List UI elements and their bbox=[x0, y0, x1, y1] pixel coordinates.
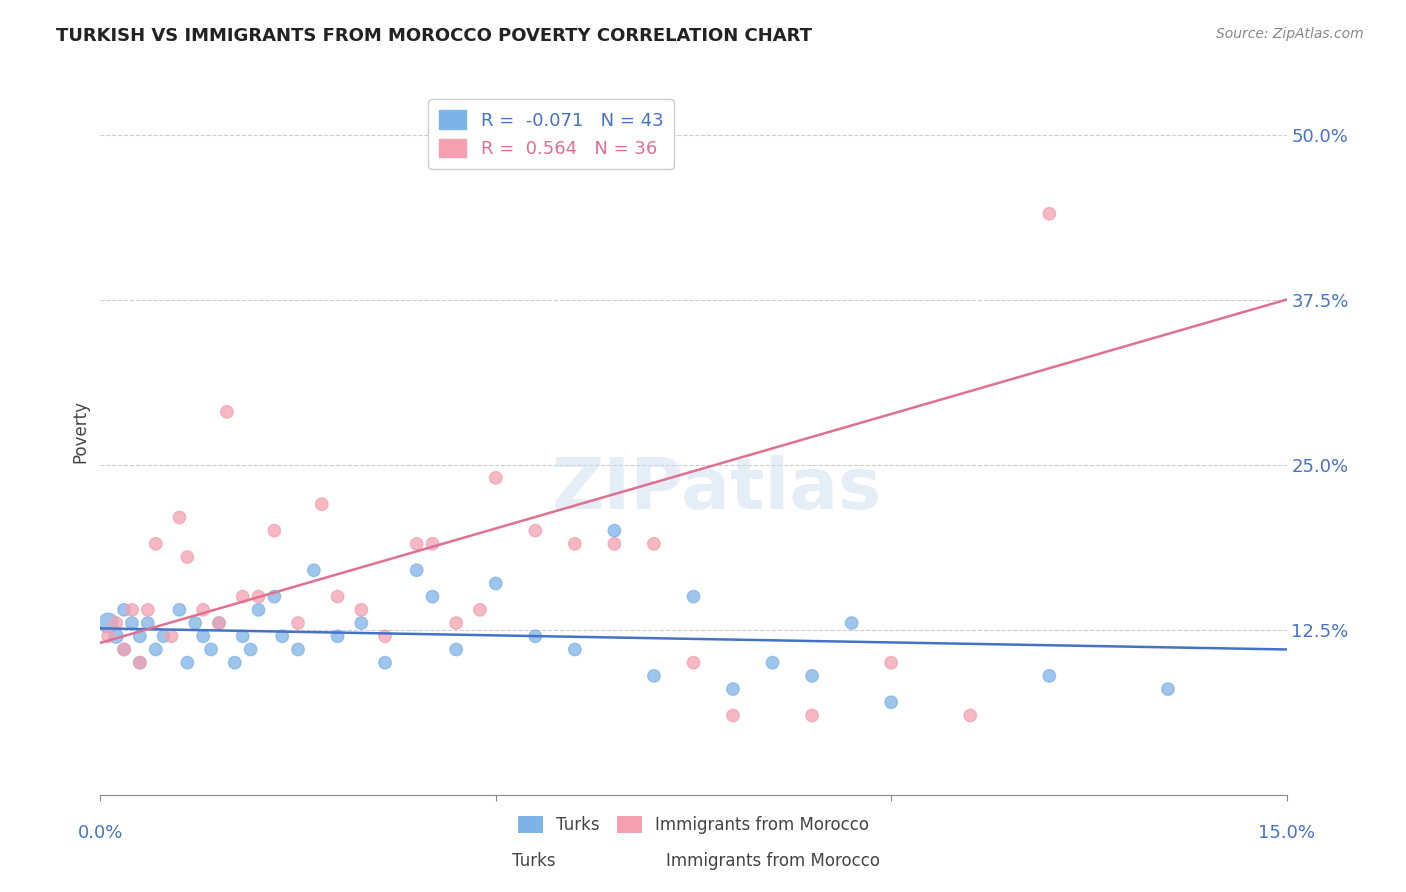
Point bbox=[247, 590, 270, 604]
Y-axis label: Poverty: Poverty bbox=[72, 401, 89, 463]
Point bbox=[247, 603, 270, 617]
Point bbox=[105, 629, 128, 643]
Point bbox=[603, 524, 626, 538]
Point bbox=[128, 656, 150, 670]
Point bbox=[959, 708, 981, 723]
Point bbox=[880, 656, 903, 670]
Point bbox=[287, 616, 309, 631]
Point bbox=[169, 510, 191, 524]
Point bbox=[191, 603, 214, 617]
Point bbox=[271, 629, 294, 643]
Point bbox=[136, 616, 159, 631]
Point bbox=[191, 629, 214, 643]
Point bbox=[761, 656, 783, 670]
Point bbox=[169, 603, 191, 617]
Point bbox=[564, 642, 586, 657]
Text: Immigrants from Morocco: Immigrants from Morocco bbox=[666, 852, 880, 870]
Point bbox=[682, 590, 704, 604]
Text: Turks: Turks bbox=[512, 852, 557, 870]
Point bbox=[176, 656, 198, 670]
Point bbox=[200, 642, 222, 657]
Point bbox=[1157, 682, 1180, 697]
Point bbox=[136, 603, 159, 617]
Point bbox=[643, 537, 665, 551]
Point bbox=[112, 642, 135, 657]
Point bbox=[263, 590, 285, 604]
Point bbox=[121, 616, 143, 631]
Point bbox=[880, 695, 903, 709]
Point bbox=[468, 603, 491, 617]
Point bbox=[682, 656, 704, 670]
Point bbox=[184, 616, 207, 631]
Point bbox=[287, 642, 309, 657]
Point bbox=[152, 629, 174, 643]
Point bbox=[326, 590, 349, 604]
Text: Source: ZipAtlas.com: Source: ZipAtlas.com bbox=[1216, 27, 1364, 41]
Point bbox=[405, 537, 427, 551]
Point bbox=[112, 642, 135, 657]
Point bbox=[350, 616, 373, 631]
Point bbox=[160, 629, 183, 643]
Text: ZIPatlas: ZIPatlas bbox=[553, 455, 882, 524]
Point bbox=[485, 471, 508, 485]
Point bbox=[422, 590, 444, 604]
Point bbox=[643, 669, 665, 683]
Point bbox=[232, 590, 254, 604]
Point bbox=[564, 537, 586, 551]
Point bbox=[1038, 669, 1060, 683]
Text: TURKISH VS IMMIGRANTS FROM MOROCCO POVERTY CORRELATION CHART: TURKISH VS IMMIGRANTS FROM MOROCCO POVER… bbox=[56, 27, 813, 45]
Point bbox=[208, 616, 231, 631]
Point bbox=[801, 708, 824, 723]
Point bbox=[105, 616, 128, 631]
Point bbox=[422, 537, 444, 551]
Point bbox=[841, 616, 863, 631]
Point bbox=[350, 603, 373, 617]
Point bbox=[112, 603, 135, 617]
Point bbox=[215, 405, 238, 419]
Point bbox=[145, 642, 167, 657]
Point bbox=[1038, 207, 1060, 221]
Text: 15.0%: 15.0% bbox=[1258, 823, 1315, 842]
Point bbox=[263, 524, 285, 538]
Point bbox=[326, 629, 349, 643]
Point bbox=[302, 563, 325, 577]
Point bbox=[405, 563, 427, 577]
Point bbox=[232, 629, 254, 643]
Point bbox=[485, 576, 508, 591]
Point bbox=[444, 642, 467, 657]
Point bbox=[97, 629, 120, 643]
Point bbox=[311, 497, 333, 511]
Point bbox=[721, 708, 744, 723]
Point bbox=[801, 669, 824, 683]
Point bbox=[374, 656, 396, 670]
Point bbox=[239, 642, 262, 657]
Point bbox=[145, 537, 167, 551]
Point bbox=[121, 603, 143, 617]
Point bbox=[128, 629, 150, 643]
Legend: Turks, Immigrants from Morocco: Turks, Immigrants from Morocco bbox=[508, 806, 879, 845]
Point bbox=[374, 629, 396, 643]
Point bbox=[97, 616, 120, 631]
Text: 0.0%: 0.0% bbox=[77, 823, 124, 842]
Point bbox=[524, 524, 547, 538]
Point bbox=[721, 682, 744, 697]
Point bbox=[208, 616, 231, 631]
Point bbox=[603, 537, 626, 551]
Point bbox=[524, 629, 547, 643]
Point bbox=[444, 616, 467, 631]
Point bbox=[176, 549, 198, 564]
Point bbox=[224, 656, 246, 670]
Point bbox=[128, 656, 150, 670]
